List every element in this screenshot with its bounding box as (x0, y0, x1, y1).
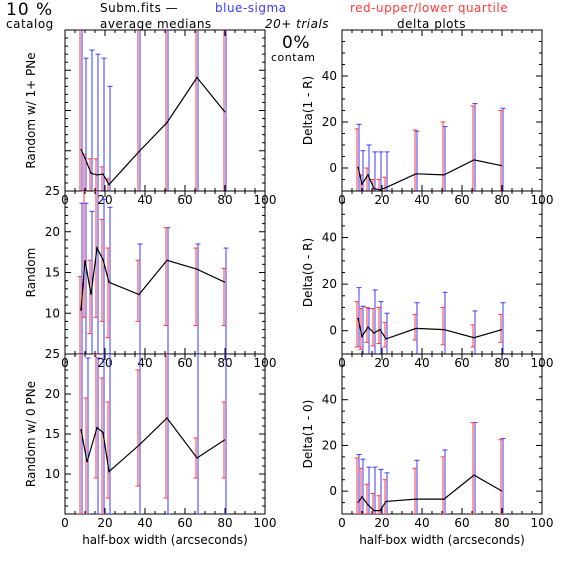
y-tick-label: 10 (45, 306, 60, 320)
y-tick-label: 15 (45, 266, 60, 280)
x-tick-label: 0 (338, 516, 346, 530)
x-tick-label: 40 (137, 193, 152, 207)
x-tick-label: 60 (454, 356, 469, 370)
y-axis-label: Random w/ 0 PNe (24, 381, 38, 487)
plot-frame (64, 190, 266, 355)
panel-marks (354, 287, 506, 354)
x-tick-label: 40 (414, 516, 429, 530)
x-tick-label: 80 (494, 516, 509, 530)
y-tick-label: 20 (322, 277, 337, 291)
panel-left-bottom: 0 20 40 60 80 100 10 15 20 25 Random w/ 0 PNe half-… (24, 347, 276, 547)
y-tick-label: 40 (322, 231, 337, 245)
y-tick-label: 40 (322, 69, 337, 83)
panel-marks (354, 103, 506, 191)
x-tick-label: 80 (494, 193, 509, 207)
x-tick-label: 40 (414, 193, 429, 207)
x-tick-label: 20 (374, 516, 389, 530)
y-tick-label: 15 (45, 427, 60, 441)
average-medians-label: average medians (100, 17, 212, 31)
y-tick-label: 0 (329, 484, 337, 498)
y-tick-label: 10 (45, 467, 60, 481)
panel-marks (77, 191, 229, 354)
median-line (80, 76, 226, 186)
y-tick-label: 20 (45, 225, 60, 239)
x-tick-label: 60 (454, 193, 469, 207)
x-tick-label: 60 (454, 516, 469, 530)
x-tick-label: 80 (217, 193, 232, 207)
x-tick-label: 80 (217, 356, 232, 370)
x-tick-label: 20 (374, 356, 389, 370)
x-tick-label: 20 (97, 193, 112, 207)
x-axis-label: half-box width (arcseconds) (82, 533, 248, 547)
x-axis-label: half-box width (arcseconds) (359, 533, 525, 547)
x-tick-label: 40 (137, 356, 152, 370)
median-line (80, 417, 226, 473)
x-tick-label: 60 (177, 356, 192, 370)
panel-marks (354, 422, 506, 514)
x-tick-label: 100 (254, 516, 277, 530)
x-tick-label: 80 (494, 356, 509, 370)
y-axis-label: Delta(1 - 0) (301, 400, 315, 469)
y-tick-label: 25 (45, 347, 60, 361)
median-line (80, 246, 226, 311)
delta-plots-label: delta plots (397, 17, 466, 31)
panel-marks (77, 30, 229, 191)
x-tick-label: 60 (177, 516, 192, 530)
y-tick-label: 20 (45, 387, 60, 401)
blue-sigma-legend: blue-sigma (215, 1, 287, 15)
trials-label: 20+ trials (265, 17, 330, 31)
panel-right-bottom: 0 20 40 60 80 100 0 20 40 Delta(1 - 0) half-box wi… (301, 353, 554, 547)
median-line (357, 317, 503, 340)
plot-frame (341, 29, 543, 192)
subm-label: Subm.fits — (100, 1, 179, 15)
y-axis-label: Delta(0 - R) (301, 238, 315, 307)
y-tick-label: 40 (322, 393, 337, 407)
x-tick-label: 40 (414, 356, 429, 370)
red-quartile-legend: red-upper/lower quartile (350, 1, 509, 15)
x-tick-label: 20 (97, 356, 112, 370)
x-tick-label: 40 (137, 516, 152, 530)
x-tick-label: 100 (531, 516, 554, 530)
x-tick-label: 20 (374, 193, 389, 207)
y-tick-label: 20 (322, 438, 337, 452)
plot-frame (341, 353, 543, 515)
y-tick-label: 20 (322, 115, 337, 129)
catalog-label: catalog (6, 17, 54, 31)
contam-percent: 0% (282, 33, 310, 53)
x-tick-label: 20 (97, 516, 112, 530)
median-line (357, 159, 503, 191)
y-tick-label: 0 (329, 324, 337, 338)
contam-label: contam (271, 51, 316, 64)
x-tick-label: 60 (177, 193, 192, 207)
y-axis-label: Delta(1 - R) (301, 76, 315, 145)
y-axis-label: Random w/ 1+ PNe (24, 52, 38, 168)
percent-label: 10 % (6, 0, 54, 20)
y-tick-label: 25 (45, 184, 60, 198)
panel-marks (77, 354, 229, 514)
x-tick-label: 80 (217, 516, 232, 530)
y-tick-label: 0 (329, 161, 337, 175)
median-line (357, 474, 503, 512)
y-axis-label: Random (24, 248, 38, 298)
plot-frame (64, 29, 266, 192)
x-tick-label: 0 (61, 516, 69, 530)
